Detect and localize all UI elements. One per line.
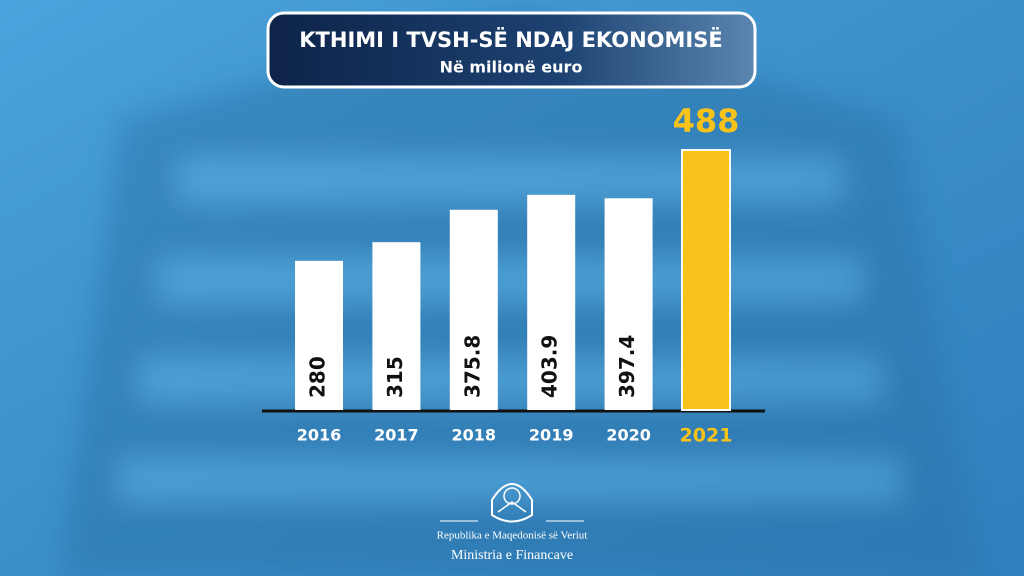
x-tick-label: 2019 xyxy=(529,426,574,445)
logo xyxy=(491,483,533,523)
x-tick-label: 2020 xyxy=(606,426,651,445)
x-tick-label: 2016 xyxy=(297,426,342,445)
bar xyxy=(449,209,498,410)
bar xyxy=(604,198,653,410)
x-tick-label: 2017 xyxy=(374,426,419,445)
value-label: 280 xyxy=(306,356,330,398)
value-label: 397.4 xyxy=(615,335,639,398)
x-tick-label: 2018 xyxy=(452,426,497,445)
x-tick-label: 2021 xyxy=(680,425,733,447)
title-box xyxy=(266,11,757,89)
building-blur xyxy=(60,10,980,576)
footer-ministry: Ministria e Financave xyxy=(451,548,573,563)
value-label: 488 xyxy=(673,102,740,140)
value-label: 315 xyxy=(383,356,407,398)
bar xyxy=(295,260,343,410)
bar xyxy=(527,194,576,410)
chart-title: KTHIMI I TVSH-SË NDAJ EKONOMISË xyxy=(299,27,722,52)
bar xyxy=(372,242,421,410)
value-label: 375.8 xyxy=(460,335,484,398)
value-label: 403.9 xyxy=(538,335,562,398)
footer-country: Republika e Maqedonisë së Veriut xyxy=(437,530,588,542)
bar xyxy=(681,149,731,411)
chart-subtitle: Në milionë euro xyxy=(440,58,583,77)
